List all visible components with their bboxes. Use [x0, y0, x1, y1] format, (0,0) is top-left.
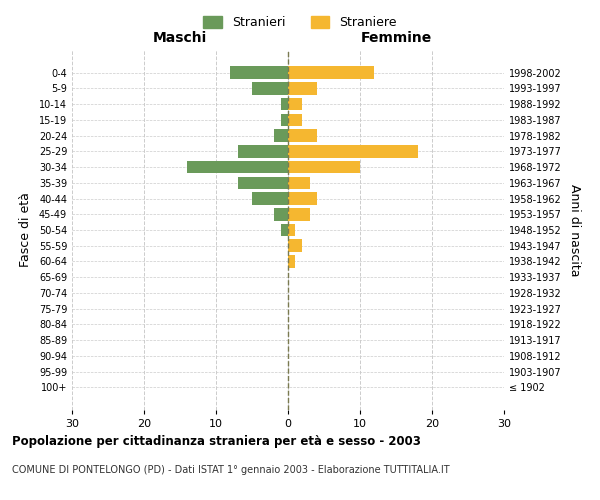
Bar — [288, 82, 317, 94]
Text: Maschi: Maschi — [153, 31, 207, 45]
Bar — [288, 255, 295, 268]
Bar — [187, 161, 288, 173]
Bar — [288, 145, 418, 158]
Bar — [288, 224, 295, 236]
Bar — [230, 66, 288, 79]
Bar — [288, 208, 310, 220]
Text: Popolazione per cittadinanza straniera per età e sesso - 2003: Popolazione per cittadinanza straniera p… — [12, 435, 421, 448]
Bar — [288, 114, 302, 126]
Bar — [274, 208, 288, 220]
Y-axis label: Anni di nascita: Anni di nascita — [568, 184, 581, 276]
Legend: Stranieri, Straniere: Stranieri, Straniere — [198, 11, 402, 34]
Bar — [252, 192, 288, 205]
Bar — [281, 98, 288, 110]
Bar — [288, 66, 374, 79]
Bar — [288, 192, 317, 205]
Bar — [274, 130, 288, 142]
Bar — [288, 130, 317, 142]
Bar — [238, 145, 288, 158]
Bar — [281, 114, 288, 126]
Text: Femmine: Femmine — [361, 31, 431, 45]
Bar — [288, 161, 360, 173]
Bar — [281, 224, 288, 236]
Y-axis label: Fasce di età: Fasce di età — [19, 192, 32, 268]
Bar — [288, 240, 302, 252]
Bar — [252, 82, 288, 94]
Bar — [288, 176, 310, 189]
Text: COMUNE DI PONTELONGO (PD) - Dati ISTAT 1° gennaio 2003 - Elaborazione TUTTITALIA: COMUNE DI PONTELONGO (PD) - Dati ISTAT 1… — [12, 465, 449, 475]
Bar — [288, 98, 302, 110]
Bar — [238, 176, 288, 189]
